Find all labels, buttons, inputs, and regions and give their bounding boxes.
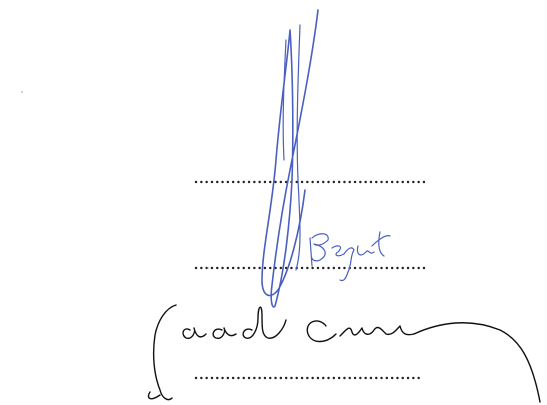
black-signature (147, 304, 541, 403)
speck (21, 91, 23, 93)
blue-signature (261, 9, 391, 308)
speck (207, 267, 209, 269)
